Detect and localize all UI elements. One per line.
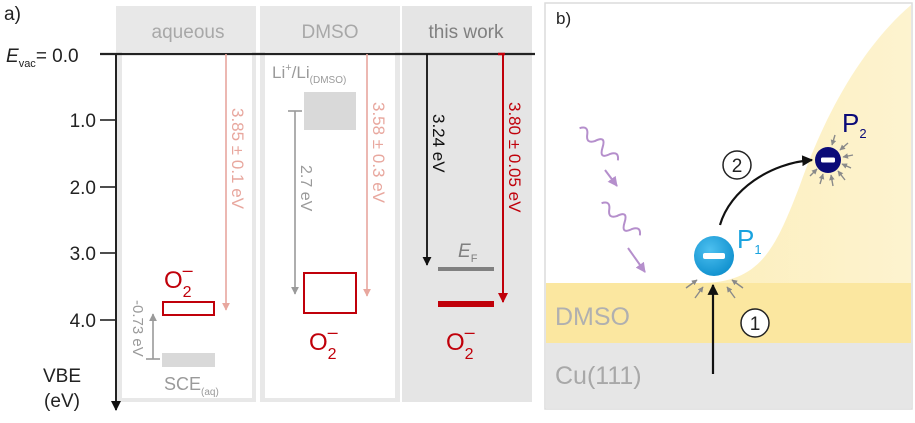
dmso-diff-label: 2.7 eV bbox=[297, 165, 314, 212]
aqueous-diff-label: -0.73 eV bbox=[129, 300, 146, 357]
panel-a-label: a) bbox=[4, 4, 21, 25]
photon-arrow-2 bbox=[627, 247, 646, 273]
dmso-layer-label: DMSO bbox=[555, 303, 630, 331]
p2-label: P2 bbox=[842, 108, 867, 141]
column-thiswork-bg bbox=[402, 6, 532, 402]
thiswork-energy-label-red: 3.80 ± 0.05 eV bbox=[505, 102, 524, 213]
column-title-dmso: DMSO bbox=[302, 22, 359, 43]
step2-arrow bbox=[718, 155, 814, 226]
column-title-aqueous: aqueous bbox=[152, 22, 225, 43]
aqueous-o2-level bbox=[162, 301, 215, 316]
dmso-o2-level bbox=[303, 272, 357, 314]
cu-layer bbox=[546, 343, 911, 408]
panel-b-label: b) bbox=[556, 9, 571, 28]
dmso-o2-label: O2– bbox=[309, 322, 338, 363]
p1-label: P1 bbox=[737, 224, 762, 257]
step2-circle bbox=[722, 150, 752, 180]
thiswork-energy-label-black: 3.24 eV bbox=[429, 114, 448, 173]
p1-solvation-arrows bbox=[685, 279, 744, 299]
panel-a: a) aqueous DMSO this work Evac= 0.0 1.0 … bbox=[4, 4, 535, 412]
li-label: Li+/Li(DMSO) bbox=[272, 62, 346, 86]
aqueous-energy-label: 3.85 ± 0.1 eV bbox=[228, 108, 247, 210]
sce-label: SCE(aq) bbox=[164, 374, 219, 398]
potential-hill bbox=[546, 5, 911, 343]
aqueous-o2-label: O2– bbox=[164, 260, 193, 301]
photon-wave-1 bbox=[579, 126, 620, 161]
column-aqueous-panel bbox=[122, 52, 252, 398]
cu-layer-label: Cu(111) bbox=[555, 362, 642, 390]
thiswork-o2-label: O2– bbox=[446, 322, 475, 363]
tick-label-3: 3.0 bbox=[70, 244, 96, 265]
p2-solvation-arrows bbox=[809, 134, 854, 187]
photon-wave-2 bbox=[601, 201, 642, 236]
dmso-energy-label: 3.58 ± 0.3 eV bbox=[369, 102, 388, 204]
p2-minus-icon bbox=[821, 157, 835, 163]
tick-label-1: 1.0 bbox=[70, 111, 96, 132]
fermi-label: EF bbox=[458, 241, 478, 265]
dmso-layer bbox=[546, 283, 911, 343]
sce-level bbox=[162, 353, 215, 367]
step1-circle bbox=[740, 308, 770, 338]
li-level bbox=[304, 92, 356, 130]
step1-label: 1 bbox=[750, 314, 761, 335]
photon-arrow-1 bbox=[604, 169, 618, 187]
tick-label-2: 2.0 bbox=[70, 178, 96, 199]
panel-b: b) DMSO Cu(111) 1 P1 2 bbox=[544, 2, 913, 410]
tick-label-4: 4.0 bbox=[70, 311, 96, 332]
axis-label-line2: (eV) bbox=[44, 391, 80, 412]
p1-minus-icon bbox=[703, 253, 725, 259]
step2-label: 2 bbox=[732, 156, 743, 177]
column-title-thiswork: this work bbox=[429, 22, 504, 43]
axis-label-line1: VBE bbox=[43, 366, 81, 387]
evac-label: Evac= 0.0 bbox=[6, 46, 79, 70]
